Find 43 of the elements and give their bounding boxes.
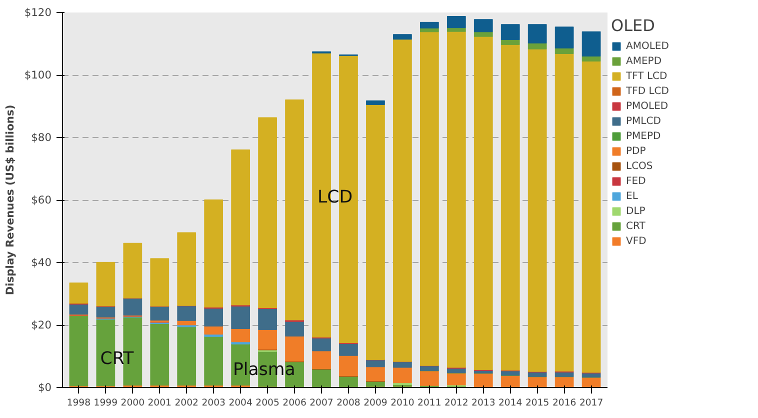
- legend-label: CRT: [626, 220, 646, 232]
- y-tick-label: $80: [31, 131, 52, 144]
- x-tick-label: 2005: [256, 398, 280, 408]
- y-tick-label: $0: [38, 381, 52, 394]
- legend-label: AMEPD: [626, 55, 662, 67]
- legend-label: EL: [626, 190, 639, 202]
- legend-label: DLP: [626, 205, 646, 217]
- y-tick-label: $20: [31, 318, 52, 332]
- x-tick-label: 2014: [498, 398, 522, 408]
- x-tick-label: 1998: [66, 398, 91, 408]
- x-tick-label: 2016: [552, 398, 576, 408]
- x-tick-label: 2013: [472, 398, 496, 408]
- x-tick-label: 2003: [202, 398, 226, 408]
- x-tick-label: 2000: [120, 398, 145, 408]
- legend-label: LCOS: [626, 160, 653, 172]
- legend-label: AMOLED: [626, 40, 669, 52]
- x-tick-label: 2012: [444, 398, 468, 408]
- legend-label: VFD: [626, 235, 646, 247]
- x-tick-label: 2011: [418, 398, 442, 408]
- y-axis-title: Display Revenues (US$ billions): [3, 104, 16, 296]
- y-tick-label: $100: [24, 68, 52, 82]
- legend-label: PMOLED: [626, 100, 668, 112]
- y-tick-label: $40: [31, 256, 52, 269]
- y-tick-label: $60: [31, 194, 52, 206]
- x-tick-label: 2017: [579, 398, 604, 408]
- x-tick-label: 2006: [282, 398, 306, 408]
- x-tick-label: 2007: [310, 398, 334, 408]
- y-tick-label: $120: [24, 6, 52, 19]
- x-tick-label: 2004: [228, 398, 253, 408]
- x-tick-label: 1999: [94, 398, 118, 408]
- legend-label: PDP: [626, 145, 646, 157]
- legend-label: FED: [626, 175, 646, 187]
- x-tick-label: 2002: [174, 398, 198, 408]
- legend-title: OLED: [611, 16, 656, 35]
- legend-label: PMLCD: [626, 115, 661, 127]
- x-tick-label: 2010: [390, 398, 414, 408]
- x-tick-label: 2015: [525, 398, 550, 408]
- legend-label: PMEPD: [626, 130, 661, 142]
- legend-label: TFT LCD: [626, 70, 668, 82]
- x-tick-label: 2008: [336, 398, 360, 408]
- x-tick-label: 2009: [364, 398, 388, 408]
- legend-label: TFD LCD: [626, 85, 669, 97]
- x-tick-label: 2001: [148, 398, 172, 408]
